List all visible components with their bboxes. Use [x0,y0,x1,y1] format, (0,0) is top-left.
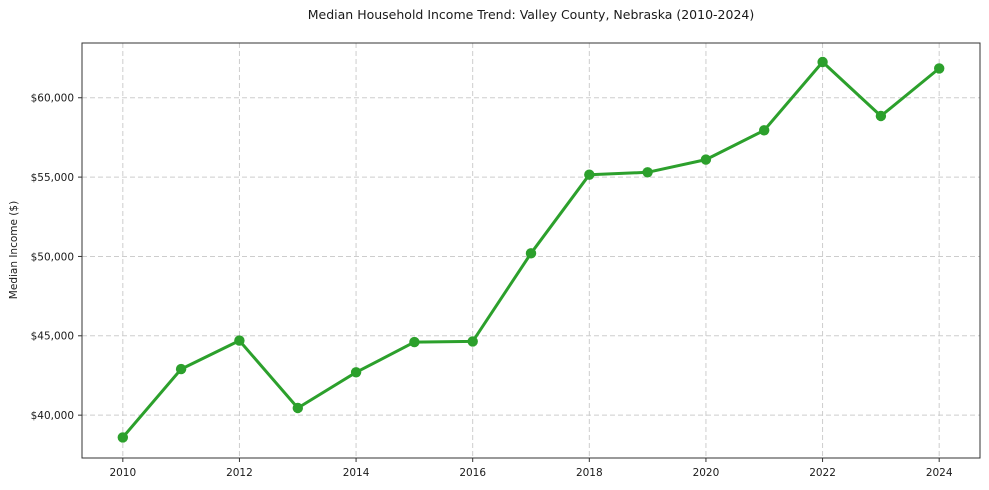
chart-title: Median Household Income Trend: Valley Co… [307,7,755,22]
y-tick-label: $45,000 [31,331,74,343]
data-point-2015 [409,336,420,348]
axes-box [81,42,981,459]
x-tick-label: 2024 [926,467,953,479]
data-point-2014 [350,367,362,378]
data-point-2013 [292,402,303,414]
y-tick-label: $55,000 [31,172,74,184]
data-point-2019 [642,167,653,178]
data-point-2017 [525,248,537,259]
data-point-2023 [875,110,887,122]
x-tick-label: 2022 [809,467,836,479]
x-tick-label: 2020 [693,467,720,479]
x-tick-label: 2016 [459,467,486,479]
x-tick-label: 2012 [226,467,253,479]
data-point-2022 [817,56,828,68]
x-tick-label: 2014 [343,467,370,479]
data-point-2016 [467,336,478,347]
x-tick-label: 2018 [576,467,603,479]
y-tick-label: $60,000 [31,93,74,105]
data-point-2018 [584,169,595,180]
x-tick-label: 2010 [109,467,136,479]
data-point-2021 [759,125,770,136]
data-point-2024 [934,63,945,74]
data-point-2012 [234,335,245,346]
data-point-2010 [117,432,128,443]
y-tick-label: $50,000 [31,251,74,263]
data-point-2020 [700,154,712,165]
data-point-2011 [175,363,187,375]
y-tick-label: $40,000 [31,410,74,422]
